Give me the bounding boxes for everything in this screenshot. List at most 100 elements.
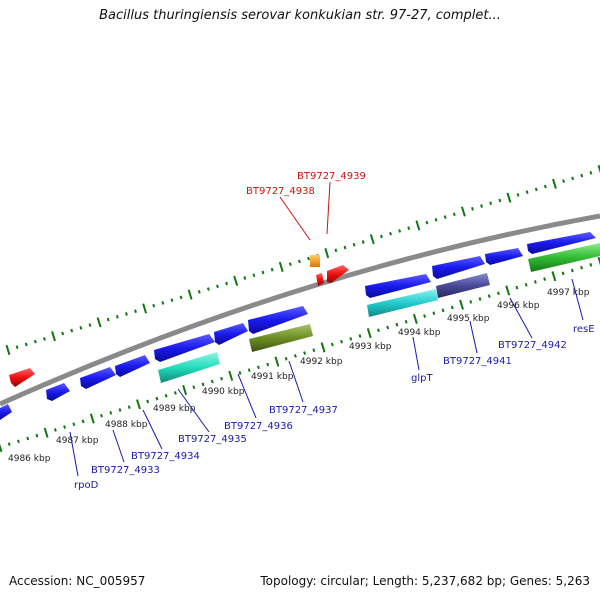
- major-tick: [5, 344, 11, 356]
- minor-tick: [24, 342, 28, 347]
- forward-gene-arrow[interactable]: [248, 306, 308, 334]
- forward-gene-arrow[interactable]: [46, 383, 70, 401]
- forward-gene-arrow[interactable]: [214, 323, 248, 345]
- minor-tick: [81, 419, 85, 424]
- forward-strand-genes: [0, 232, 596, 420]
- minor-tick: [106, 317, 110, 322]
- minor-tick: [312, 348, 316, 353]
- minor-tick: [589, 263, 593, 267]
- gene-label-bt9727-4941[interactable]: BT9727_4941: [443, 356, 512, 367]
- minor-tick: [61, 331, 65, 336]
- major-tick: [233, 275, 239, 286]
- scale-label: 4991 kbp: [251, 372, 294, 382]
- minor-tick: [525, 190, 529, 194]
- major-tick: [274, 356, 280, 367]
- major-tick: [187, 289, 193, 300]
- upper-tick-row: [5, 164, 600, 356]
- forward-gene-arrow[interactable]: [365, 274, 431, 298]
- reverse-gene-arrow[interactable]: [9, 368, 35, 387]
- slate-cds-bar[interactable]: [436, 273, 490, 298]
- reverse-gene-arrow[interactable]: [316, 273, 324, 286]
- major-tick: [415, 220, 421, 231]
- gene-label-bt9727-4934[interactable]: BT9727_4934: [131, 451, 200, 462]
- minor-tick: [53, 428, 57, 432]
- minor-tick: [349, 337, 353, 341]
- major-tick: [551, 271, 557, 282]
- gene-label-bt9727-4937[interactable]: BT9727_4937: [269, 405, 338, 416]
- major-tick: [505, 285, 511, 296]
- scale-label: 4990 kbp: [202, 387, 245, 397]
- minor-tick: [524, 282, 528, 287]
- forward-gene-arrow[interactable]: [0, 404, 12, 420]
- minor-tick: [288, 262, 292, 266]
- cyan-cds-bar[interactable]: [367, 289, 438, 317]
- orange-feature[interactable]: [310, 255, 320, 267]
- major-tick: [506, 192, 512, 203]
- minor-tick: [225, 281, 229, 286]
- minor-tick: [404, 319, 408, 324]
- minor-tick: [284, 356, 288, 361]
- forward-gene-arrow[interactable]: [432, 256, 485, 279]
- forward-gene-arrow[interactable]: [80, 367, 116, 389]
- forward-gene-arrow[interactable]: [485, 248, 523, 265]
- green-cds-bar[interactable]: [528, 243, 600, 272]
- scale-label: 4989 kbp: [153, 404, 196, 414]
- minor-tick: [432, 311, 436, 316]
- gene-label-bt9727-4939[interactable]: BT9727_4939: [297, 171, 366, 182]
- gene-label-bt9727-4936[interactable]: BT9727_4936: [224, 421, 293, 432]
- major-tick: [89, 413, 95, 424]
- major-tick: [369, 234, 375, 245]
- olive-cds-bar[interactable]: [249, 324, 313, 352]
- aqua-cds-bar[interactable]: [158, 352, 220, 383]
- gene-label-bt9727-4933[interactable]: BT9727_4933: [91, 465, 160, 476]
- minor-tick: [270, 267, 274, 272]
- major-tick: [51, 331, 56, 342]
- minor-tick: [580, 173, 584, 178]
- minor-tick: [303, 351, 307, 355]
- forward-gene-arrow[interactable]: [115, 355, 150, 377]
- minor-tick: [570, 268, 574, 273]
- minor-tick: [423, 314, 427, 318]
- reverse-gene-arrow[interactable]: [327, 265, 349, 283]
- minor-tick: [543, 184, 547, 189]
- minor-tick: [7, 442, 11, 446]
- minor-tick: [247, 368, 251, 372]
- scale-label: 4988 kbp: [105, 420, 148, 430]
- minor-tick: [571, 176, 575, 181]
- minor-tick: [35, 433, 39, 438]
- forward-gene-labels: [69, 278, 584, 477]
- scale-label: 4987 kbp: [56, 436, 99, 446]
- minor-tick: [398, 229, 402, 233]
- minor-tick: [340, 339, 343, 344]
- minor-tick: [533, 280, 537, 284]
- minor-tick: [152, 303, 156, 308]
- gene-label-rpod[interactable]: rpoD: [74, 480, 99, 491]
- minor-tick: [206, 287, 210, 291]
- minor-tick: [487, 294, 491, 298]
- forward-gene-label-texts: rpoD BT9727_4933 BT9727_4934 BT9727_4935…: [74, 324, 595, 491]
- scale-label: 4994 kbp: [398, 328, 441, 338]
- gene-label-bt9727-4935[interactable]: BT9727_4935: [178, 434, 247, 445]
- gene-label-glpt[interactable]: glpT: [411, 373, 433, 384]
- map-title: Bacillus thuringiensis serovar konkukian…: [99, 8, 501, 23]
- minor-tick: [257, 365, 260, 370]
- gene-label-bt9727-4942[interactable]: BT9727_4942: [498, 340, 567, 351]
- minor-tick: [358, 334, 362, 338]
- minor-tick: [127, 405, 131, 409]
- minor-tick: [515, 285, 519, 290]
- major-tick: [412, 313, 418, 324]
- minor-tick: [386, 325, 390, 330]
- minor-tick: [407, 226, 411, 230]
- forward-gene-arrow[interactable]: [527, 232, 596, 254]
- minor-tick: [450, 305, 454, 310]
- minor-tick: [17, 439, 20, 444]
- gene-label-rese[interactable]: resE: [573, 324, 595, 335]
- forward-gene-arrow[interactable]: [154, 334, 215, 362]
- minor-tick: [88, 323, 92, 327]
- minor-tick: [395, 322, 399, 327]
- cds-feature-bars: [158, 243, 600, 383]
- minor-tick: [197, 290, 201, 294]
- gene-label-bt9727-4938[interactable]: BT9727_4938: [246, 186, 315, 197]
- minor-tick: [498, 198, 502, 203]
- minor-tick: [100, 413, 103, 418]
